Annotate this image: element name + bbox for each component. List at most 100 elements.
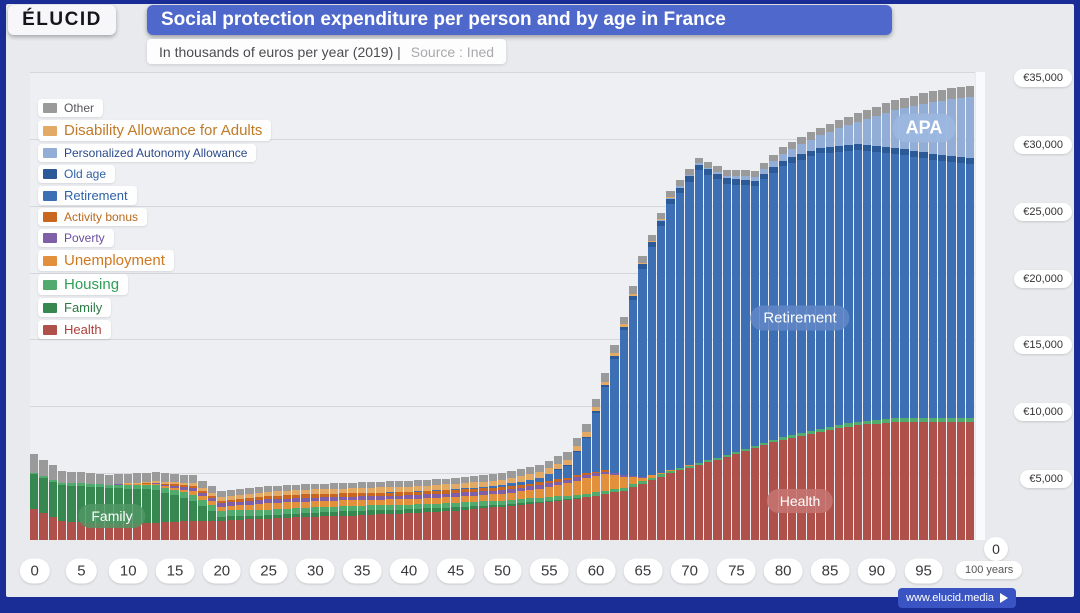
- segment-retirement: [516, 481, 526, 485]
- segment-old-age: [610, 356, 619, 359]
- segment-retirement: [694, 170, 703, 464]
- annotation-family: Family: [78, 504, 146, 528]
- segment-old-age: [965, 158, 975, 165]
- segment-family: [179, 497, 189, 522]
- segment-old-age: [919, 152, 928, 159]
- segment-health: [544, 501, 554, 540]
- segment-health: [600, 493, 610, 540]
- y-axis-label: €30,000: [1014, 135, 1072, 154]
- segment-health: [947, 422, 956, 540]
- bar-age-85: [825, 123, 834, 540]
- segment-health: [114, 523, 123, 540]
- segment-unemployment: [263, 503, 273, 510]
- segment-poverty: [610, 473, 619, 476]
- segment-health: [928, 422, 937, 540]
- segment-unemployment: [657, 472, 666, 475]
- segment-other: [95, 474, 104, 485]
- bar-age-37: [376, 481, 385, 540]
- segment-activity-bonus: [488, 487, 497, 491]
- segment-health: [226, 520, 235, 540]
- segment-activity-bonus: [600, 470, 610, 472]
- segment-housing: [179, 492, 189, 498]
- segment-family: [526, 502, 535, 504]
- segment-health: [413, 512, 423, 540]
- segment-family: [30, 474, 39, 510]
- legend-item-personalized-autonomy-allowance: Personalized Autonomy Allowance: [38, 144, 257, 162]
- segment-daa: [189, 483, 198, 486]
- segment-other: [404, 480, 413, 487]
- segment-housing: [619, 487, 628, 491]
- y-axis-label: €25,000: [1014, 202, 1072, 221]
- segment-other: [582, 423, 591, 433]
- bar-age-42: [423, 479, 432, 540]
- segment-housing: [741, 448, 750, 451]
- segment-unemployment: [320, 501, 329, 507]
- segment-other: [816, 127, 825, 136]
- segment-apa: [666, 198, 675, 199]
- segment-old-age: [956, 157, 965, 164]
- bar-age-3: [58, 470, 67, 540]
- segment-housing: [282, 508, 292, 515]
- segment-family: [207, 511, 217, 521]
- segment-health: [104, 523, 114, 540]
- segment-daa: [535, 472, 544, 478]
- segment-poverty: [638, 477, 647, 478]
- segment-unemployment: [226, 505, 235, 511]
- segment-unemployment: [376, 499, 385, 506]
- segment-housing: [310, 507, 320, 513]
- segment-family: [48, 481, 58, 518]
- elucid-media-link[interactable]: www.elucid.media: [898, 588, 1017, 608]
- segment-old-age: [947, 156, 956, 163]
- segment-unemployment: [217, 506, 226, 511]
- segment-daa: [179, 482, 189, 486]
- segment-health: [666, 473, 675, 540]
- segment-other: [235, 488, 245, 496]
- segment-other: [685, 169, 694, 175]
- bar-age-36: [366, 482, 376, 540]
- segment-other: [413, 480, 423, 487]
- segment-poverty: [619, 475, 628, 477]
- legend-swatch-housing: [43, 279, 57, 290]
- segment-housing: [928, 418, 937, 423]
- annotation-apa: APA: [892, 113, 956, 143]
- segment-daa: [395, 486, 404, 493]
- segment-unemployment: [142, 484, 151, 486]
- segment-activity-bonus: [207, 495, 217, 499]
- segment-housing: [170, 489, 179, 496]
- x-axis-label: 40: [389, 558, 429, 584]
- segment-health: [582, 497, 591, 540]
- segment-poverty: [497, 490, 507, 494]
- segment-poverty: [273, 498, 282, 503]
- segment-poverty: [591, 473, 600, 476]
- segment-other: [909, 95, 919, 106]
- segment-housing: [919, 418, 928, 423]
- segment-other: [731, 170, 741, 176]
- segment-poverty: [507, 488, 516, 493]
- bar-age-14: [161, 473, 170, 540]
- segment-unemployment: [544, 487, 554, 497]
- segment-health: [376, 514, 385, 540]
- segment-apa: [872, 115, 881, 146]
- segment-old-age: [694, 164, 703, 171]
- segment-health: [132, 523, 142, 540]
- segment-poverty: [404, 495, 413, 499]
- segment-other: [198, 480, 207, 488]
- bar-age-95: [919, 93, 928, 540]
- bar-age-17: [189, 475, 198, 540]
- segment-other: [338, 482, 348, 489]
- segment-unemployment: [366, 499, 376, 506]
- segment-other: [432, 479, 441, 485]
- segment-poverty: [329, 497, 338, 501]
- bar-age-58: [572, 437, 582, 540]
- segment-other: [132, 473, 142, 483]
- segment-family: [507, 503, 516, 506]
- segment-health: [385, 514, 395, 540]
- legend-swatch-unemployment: [43, 255, 57, 266]
- segment-housing: [600, 490, 610, 494]
- segment-health: [862, 424, 872, 540]
- segment-other: [385, 481, 395, 488]
- bar-age-40: [404, 480, 413, 540]
- segment-housing: [217, 510, 226, 517]
- segment-activity-bonus: [507, 485, 516, 489]
- segment-housing: [497, 500, 507, 505]
